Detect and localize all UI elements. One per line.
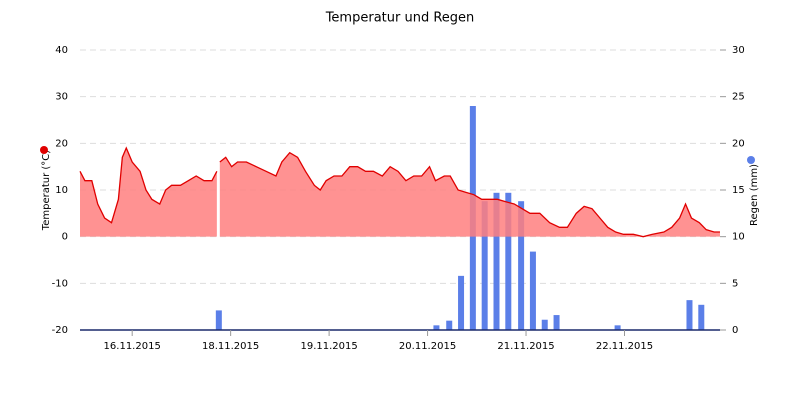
rain-bar (614, 325, 621, 330)
x-tick-label: 20.11.2015 (399, 341, 456, 352)
rain-bar (541, 319, 548, 330)
rain-bar (481, 201, 488, 330)
x-tick-label: 18.11.2015 (202, 341, 259, 352)
x-tick-label: 22.11.2015 (596, 341, 653, 352)
x-tick-label: 19.11.2015 (300, 341, 357, 352)
temperature-area (80, 148, 720, 237)
y-tick-label: 20 (55, 138, 68, 149)
x-tick-label: 16.11.2015 (104, 341, 161, 352)
chart-title: Temperatur und Regen (325, 11, 475, 26)
y-tick-label: 30 (55, 92, 68, 103)
rain-bar (433, 325, 440, 330)
y-tick-label: -20 (52, 325, 68, 336)
y2-tick-label: 25 (732, 92, 745, 103)
y-axis-title: Temperatur (°C) (41, 150, 52, 231)
y2-tick-label: 20 (732, 138, 745, 149)
x-tick-label: 21.11.2015 (497, 341, 554, 352)
rain-bar (698, 304, 705, 330)
temp-marker-icon (40, 146, 48, 154)
rain-bar (215, 310, 222, 330)
rain-bar (553, 315, 560, 330)
y2-tick-label: 30 (732, 45, 745, 56)
y2-axis-title: Regen (mm) (749, 164, 760, 226)
rain-bar (458, 275, 465, 330)
temperature-line (79, 146, 720, 238)
rain-bar (493, 192, 500, 330)
rain-bar (505, 192, 512, 330)
rain-bar (518, 201, 525, 330)
y-tick-label: -10 (52, 278, 68, 289)
y-tick-label: 40 (55, 45, 68, 56)
y-tick-label: 10 (55, 185, 68, 196)
y2-tick-label: 5 (732, 278, 738, 289)
y-tick-label: 0 (62, 232, 68, 243)
y2-tick-label: 10 (732, 232, 745, 243)
rain-bar (529, 251, 536, 330)
rain-bar (446, 320, 453, 330)
y2-tick-label: 15 (732, 185, 745, 196)
rain-bar (686, 300, 693, 330)
y2-tick-label: 0 (732, 325, 738, 336)
rain-marker-icon (747, 156, 755, 164)
